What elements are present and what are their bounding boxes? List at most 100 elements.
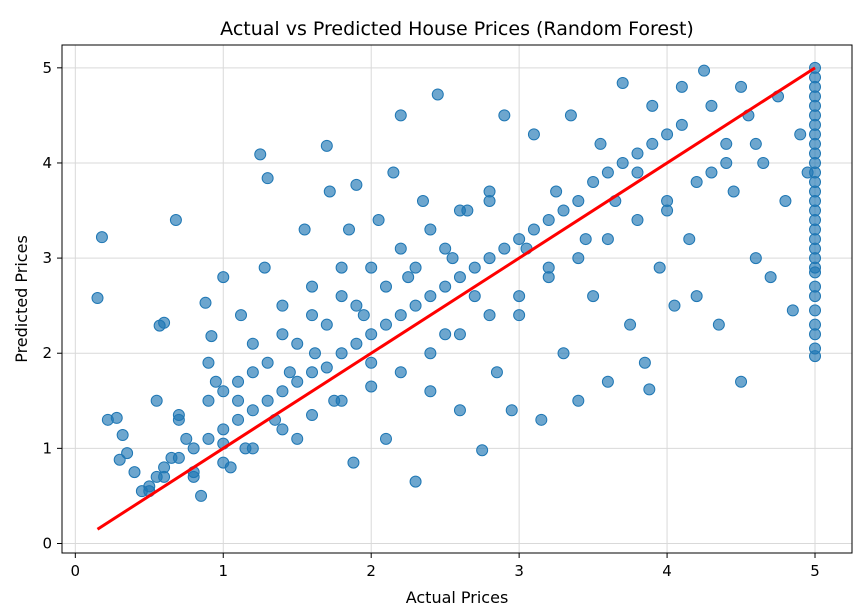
data-point	[749, 252, 762, 265]
data-point	[387, 166, 400, 179]
data-point	[261, 356, 274, 369]
axis-ticks: 0 1 2 3 4 5 0 1 2 3 4 5	[42, 59, 819, 580]
data-point	[505, 404, 518, 417]
data-point	[283, 366, 296, 379]
data-point	[335, 347, 348, 360]
data-point	[121, 447, 134, 460]
data-point	[350, 178, 363, 191]
data-point	[276, 385, 289, 398]
data-point	[372, 214, 385, 227]
x-tick-label: 5	[810, 562, 820, 580]
data-point	[258, 261, 271, 274]
x-tick-label: 3	[514, 562, 524, 580]
data-point	[394, 242, 407, 255]
data-point	[675, 118, 688, 131]
data-point	[379, 280, 392, 293]
data-point	[705, 166, 718, 179]
data-point	[572, 195, 585, 208]
data-point	[409, 475, 422, 488]
data-point	[110, 411, 123, 424]
data-point	[749, 137, 762, 150]
data-point	[476, 444, 489, 457]
reference-line	[96, 66, 816, 531]
data-point	[601, 166, 614, 179]
data-point	[513, 309, 526, 322]
data-point	[347, 456, 360, 469]
data-point	[439, 280, 452, 293]
y-tick-label: 4	[42, 154, 52, 172]
data-point	[424, 347, 437, 360]
data-point	[335, 394, 348, 407]
data-point	[661, 195, 674, 208]
data-point	[638, 356, 651, 369]
data-point	[276, 423, 289, 436]
data-point	[735, 375, 748, 388]
data-point	[786, 304, 799, 317]
data-point	[653, 261, 666, 274]
data-point	[550, 185, 563, 198]
data-point	[646, 137, 659, 150]
data-point	[261, 394, 274, 407]
data-point	[631, 214, 644, 227]
data-point	[424, 223, 437, 236]
data-point	[809, 328, 822, 341]
data-point	[483, 252, 496, 265]
data-point	[439, 242, 452, 255]
data-point	[572, 394, 585, 407]
data-point	[587, 175, 600, 188]
data-point	[335, 261, 348, 274]
data-point	[306, 280, 319, 293]
data-point	[779, 195, 792, 208]
data-point	[350, 299, 363, 312]
data-point	[232, 394, 245, 407]
data-point	[498, 109, 511, 122]
data-point	[727, 185, 740, 198]
data-point	[379, 432, 392, 445]
data-point	[217, 423, 230, 436]
data-point	[557, 204, 570, 217]
x-tick-label: 2	[366, 562, 376, 580]
data-point	[542, 271, 555, 284]
data-point	[308, 347, 321, 360]
data-point	[158, 316, 171, 329]
data-point	[468, 261, 481, 274]
data-point	[320, 361, 333, 374]
data-point	[357, 309, 370, 322]
data-point	[298, 223, 311, 236]
data-point	[631, 166, 644, 179]
data-point	[276, 299, 289, 312]
data-point	[416, 195, 429, 208]
data-point	[712, 318, 725, 331]
data-point	[424, 385, 437, 398]
data-point	[335, 290, 348, 303]
data-point	[513, 233, 526, 246]
data-point	[306, 409, 319, 422]
y-tick-label: 1	[42, 439, 52, 457]
data-point	[365, 261, 378, 274]
data-point	[646, 99, 659, 112]
data-point	[809, 290, 822, 303]
data-point	[95, 231, 108, 244]
x-tick-label: 4	[662, 562, 672, 580]
data-point	[535, 413, 548, 426]
data-point	[394, 109, 407, 122]
data-point	[453, 204, 466, 217]
data-point	[683, 233, 696, 246]
data-point	[365, 328, 378, 341]
data-point	[587, 290, 600, 303]
y-axis-label: Predicted Prices	[12, 235, 31, 363]
data-point	[291, 375, 304, 388]
x-tick-label: 1	[218, 562, 228, 580]
data-point	[809, 350, 822, 363]
data-point	[439, 328, 452, 341]
data-point	[113, 453, 126, 466]
data-point	[202, 394, 215, 407]
data-point	[365, 356, 378, 369]
data-point	[91, 292, 104, 305]
data-point	[490, 366, 503, 379]
data-point	[350, 337, 363, 350]
data-point	[483, 309, 496, 322]
data-point	[601, 233, 614, 246]
data-point	[116, 429, 129, 442]
data-point	[572, 252, 585, 265]
